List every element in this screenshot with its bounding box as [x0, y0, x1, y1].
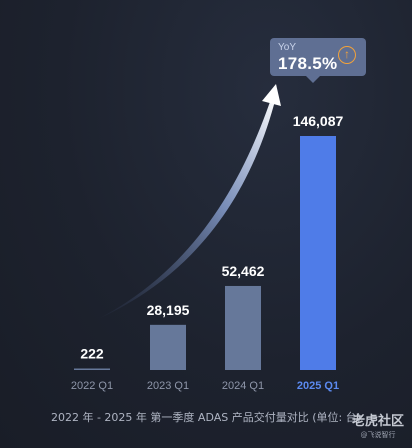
bar-2023-q1 — [150, 324, 186, 370]
bar-2024-q1 — [225, 285, 261, 370]
watermark: 老虎社区 @飞说智行 — [350, 414, 406, 440]
yoy-value: 178.5% — [278, 54, 338, 73]
yoy-label: YoY — [278, 42, 296, 53]
data-label: 28,195 — [147, 302, 190, 318]
bar-2022-q1 — [74, 368, 110, 370]
chart-caption: 2022 年 - 2025 年 第一季度 ADAS 产品交付量对比 (单位: 台… — [50, 411, 362, 424]
x-tick-label: 2022 Q1 — [71, 380, 113, 392]
growth-arrow-head — [262, 84, 281, 106]
data-label: 146,087 — [293, 113, 344, 129]
x-tick-label: 2024 Q1 — [222, 380, 264, 392]
x-tick-label: 2025 Q1 — [297, 380, 339, 392]
arrow-up-circle-icon: ↑ — [338, 46, 356, 64]
growth-arrow-icon — [100, 96, 276, 318]
data-label: 222 — [80, 346, 104, 362]
x-tick-label: 2023 Q1 — [147, 380, 189, 392]
bar-2025-q1 — [300, 136, 336, 370]
data-label: 52,462 — [222, 263, 265, 279]
watermark-logo: 老虎社区 — [351, 414, 404, 429]
watermark-handle: @飞说智行 — [360, 431, 396, 439]
yoy-callout: YoY 178.5% ↑ — [270, 38, 366, 83]
